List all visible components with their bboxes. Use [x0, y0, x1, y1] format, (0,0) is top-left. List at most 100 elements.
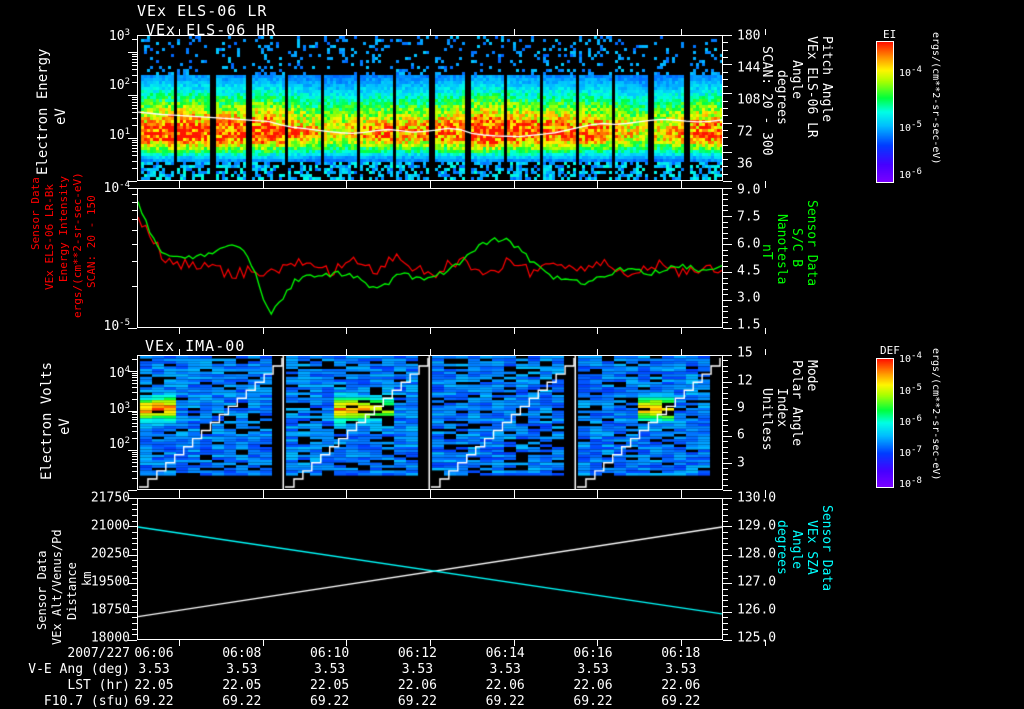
panel2-ylabel-right-line3: Nanotesla: [774, 214, 789, 285]
bottom-parameter-table: 2007/227 V-E Ang (deg) LST (hr) F10.7 (sfu)…: [0, 646, 1024, 709]
axis-tick: [346, 29, 348, 35]
panel4-ylabel-right-line3: Angle: [789, 530, 804, 570]
axis-tick: [132, 462, 137, 464]
panel4-ytick-right-129: 129.0: [737, 518, 777, 534]
panel1-ytick-1000: 103: [108, 27, 130, 45]
bottom-table-cell-1-6: 3.53: [665, 662, 697, 677]
bottom-table-row-label-2: LST (hr): [67, 678, 130, 693]
axis-tick: [128, 410, 137, 412]
axis-tick: [723, 498, 732, 499]
axis-tick: [723, 227, 728, 229]
axis-tick: [132, 503, 137, 505]
panel2-line-canvas: [138, 189, 722, 327]
axis-tick: [723, 35, 732, 36]
axis-tick: [723, 100, 728, 102]
axis-tick: [132, 56, 137, 58]
axis-tick: [681, 29, 683, 35]
axis-tick: [597, 640, 599, 646]
panel4-ytick-19500: 19500: [90, 574, 130, 590]
axis-tick: [132, 112, 137, 114]
panel2-ylabel-right-line2: S/C B: [789, 228, 804, 268]
panel1-colorbar-gradient: [877, 42, 893, 182]
panel2-ylabel-left-line1: Sensor Data: [29, 177, 42, 250]
axis-tick: [723, 566, 728, 568]
panel3-colorbar-tick-1: 10-4: [899, 350, 922, 366]
axis-tick: [723, 509, 728, 511]
axis-tick: [723, 249, 728, 251]
axis-tick: [430, 328, 431, 334]
axis-tick: [764, 349, 766, 355]
panel1-title-hr: VEx ELS-06 HR: [146, 21, 277, 39]
axis-tick: [132, 147, 137, 149]
axis-tick: [597, 182, 599, 188]
axis-tick: [723, 398, 728, 400]
axis-tick: [723, 392, 728, 394]
axis-tick: [764, 492, 766, 498]
panel1-ylabel-right-line4: degrees: [774, 70, 789, 125]
axis-tick: [132, 101, 137, 103]
bottom-table-cell-2-3: 22.06: [397, 678, 437, 693]
axis-tick: [723, 594, 728, 596]
axis-tick: [346, 492, 348, 498]
axis-tick: [346, 349, 348, 355]
axis-tick: [723, 144, 728, 146]
axis-tick: [132, 65, 137, 67]
bottom-table-cell-1-3: 3.53: [401, 662, 434, 677]
axis-tick: [132, 261, 137, 263]
axis-tick: [132, 532, 137, 534]
panel3-colorbar-gradient: [877, 359, 893, 487]
panel1-ylabel-right-line5: SCAN: 20 - 300: [759, 46, 774, 156]
panel3-heatmap-canvas: [138, 356, 722, 489]
axis-tick: [681, 182, 683, 188]
axis-tick: [262, 492, 264, 498]
axis-tick: [132, 194, 137, 196]
axis-tick: [723, 490, 732, 491]
panel3-ylabel-line2: eV: [57, 418, 73, 435]
axis-tick: [132, 600, 137, 602]
axis-tick: [723, 468, 728, 470]
axis-tick: [723, 305, 728, 307]
axis-tick: [723, 452, 728, 454]
axis-tick: [132, 358, 137, 360]
panel2-ylabel-right-line1: Sensor Data: [804, 200, 819, 287]
panel4-ytick-right-128: 128.0: [737, 546, 777, 562]
axis-tick: [723, 628, 728, 630]
panel1-ytick-right-72: 72: [737, 124, 753, 140]
bottom-table-row-label-0: 2007/227: [67, 646, 130, 661]
axis-tick: [132, 466, 137, 468]
axis-tick: [723, 520, 728, 522]
axis-tick: [132, 571, 137, 573]
panel2-ylabel-left-line3: Energy Intensity: [57, 176, 70, 282]
axis-tick: [132, 117, 137, 119]
axis-tick: [132, 58, 137, 60]
axis-tick: [723, 122, 732, 124]
axis-tick: [723, 71, 728, 73]
panel4-ylabel-right-line2: VEx SZA: [804, 520, 819, 575]
axis-tick: [132, 566, 137, 568]
axis-tick: [723, 159, 728, 161]
axis-tick: [723, 409, 732, 410]
bottom-table-cell-1-4: 3.53: [489, 662, 521, 677]
axis-tick: [178, 492, 180, 498]
axis-tick: [723, 64, 732, 66]
panel2-ylabel-left-line2: VEx ELS-06 LR-Bk: [43, 184, 56, 290]
axis-tick: [513, 349, 515, 355]
axis-tick: [346, 640, 348, 646]
axis-tick: [723, 199, 728, 201]
axis-tick: [723, 129, 728, 131]
axis-tick: [513, 328, 515, 334]
axis-tick: [723, 151, 732, 153]
axis-tick: [723, 365, 728, 367]
axis-tick: [132, 560, 137, 562]
bottom-table-cell-1-1: 3.53: [226, 662, 258, 677]
axis-tick: [128, 554, 137, 556]
axis-tick: [178, 640, 180, 646]
axis-tick: [723, 588, 728, 590]
panel1-colorbar-name: EI: [883, 28, 897, 41]
bottom-table-row-label-3: F10.7 (sfu): [43, 694, 130, 709]
bottom-table-cell-3-0: 69.22: [134, 694, 174, 709]
axis-tick: [128, 490, 137, 491]
axis-tick: [681, 492, 683, 498]
axis-tick: [723, 210, 728, 212]
axis-tick: [764, 640, 766, 646]
